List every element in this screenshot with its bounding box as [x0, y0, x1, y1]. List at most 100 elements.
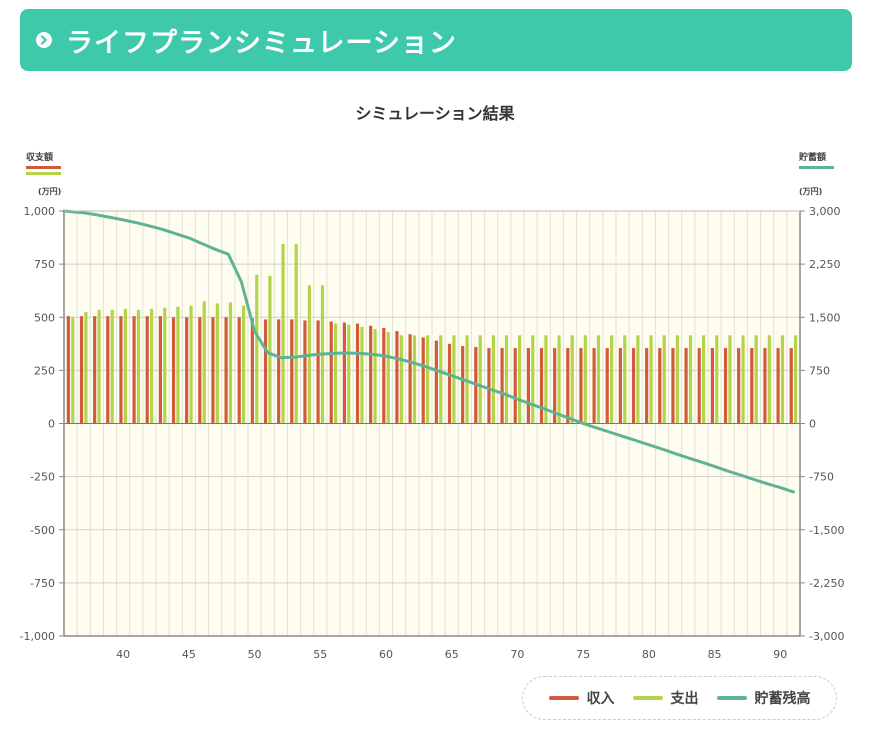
expense-bar: [97, 309, 101, 424]
expense-bar: [452, 335, 456, 424]
expense-bar: [189, 305, 193, 424]
chart-title: シミュレーション結果: [355, 104, 515, 123]
right-tick-label: -1,500: [809, 524, 844, 537]
income-bar: [198, 317, 202, 424]
right-tick-label: -3,000: [809, 630, 844, 643]
legend-savings-label: 貯蓄残高: [754, 691, 811, 707]
right-tick-label: 2,250: [809, 258, 841, 271]
savings-swatch: [799, 166, 834, 169]
income-bar: [408, 334, 412, 424]
income-bar: [526, 348, 530, 424]
income-bar: [395, 331, 399, 424]
left-tick-label: 250: [34, 364, 55, 377]
left-axis-label: 収支額: [26, 153, 54, 163]
income-bar: [763, 348, 767, 424]
left-tick-label: 0: [48, 418, 55, 431]
expense-bar: [780, 335, 785, 424]
expense-bar: [544, 335, 548, 424]
expense-bar: [215, 303, 219, 424]
expense-bar: [399, 335, 403, 424]
legend-income-label: 収入: [586, 691, 615, 707]
expense-bar: [531, 335, 535, 424]
right-tick-label: -750: [809, 471, 834, 484]
income-bar: [737, 348, 741, 424]
expense-bar: [412, 335, 417, 424]
income-bar: [382, 327, 386, 424]
expense-bar: [84, 311, 88, 424]
expense-bar: [715, 335, 719, 424]
income-bar: [119, 316, 123, 424]
legend-item-expense[interactable]: 支出: [632, 688, 699, 708]
income-bar: [224, 317, 228, 424]
x-tick-label: 50: [248, 648, 262, 661]
income-bar: [592, 348, 596, 424]
legend-income-line: [548, 696, 579, 700]
expense-bar: [386, 332, 390, 424]
legend-savings-line: [716, 696, 747, 700]
x-tick-label: 90: [773, 648, 787, 661]
expense-bar: [334, 323, 338, 424]
income-bar: [132, 316, 136, 424]
income-bar: [211, 317, 215, 424]
right-tick-label: -2,250: [809, 577, 844, 590]
expense-bar: [228, 302, 233, 424]
legend-item-income[interactable]: 収入: [548, 688, 615, 708]
expense-bar: [688, 335, 693, 424]
expense-bar: [268, 275, 272, 424]
income-bar: [158, 316, 162, 424]
expense-swatch: [26, 172, 61, 175]
income-bar: [658, 348, 662, 424]
income-bar: [277, 319, 281, 424]
income-bar: [645, 348, 649, 424]
income-bar: [250, 318, 254, 424]
left-tick-label: -750: [30, 577, 55, 590]
right-tick-label: 1,500: [809, 311, 841, 324]
expense-bar: [518, 335, 522, 424]
income-bar: [329, 321, 333, 424]
income-bar: [369, 325, 373, 424]
expense-bar: [150, 308, 154, 424]
right-tick-label: 3,000: [809, 205, 841, 218]
income-bar: [500, 348, 504, 424]
income-bar: [513, 348, 517, 424]
expense-bar: [557, 335, 561, 424]
x-tick-label: 85: [708, 648, 722, 661]
left-tick-label: 750: [34, 258, 55, 271]
x-tick-label: 60: [379, 648, 393, 661]
expense-bar: [610, 335, 614, 424]
expense-bar: [255, 274, 259, 424]
expense-bar: [202, 301, 206, 424]
expense-bar: [728, 335, 732, 424]
income-bar: [539, 348, 544, 424]
income-bar: [66, 316, 70, 424]
income-bar: [79, 316, 84, 424]
expense-bar: [163, 307, 167, 424]
income-bar: [723, 348, 728, 424]
income-bar: [421, 337, 425, 424]
income-bar: [145, 316, 149, 424]
income-bar: [566, 348, 570, 424]
expense-bar: [741, 335, 745, 424]
income-bar: [316, 320, 320, 424]
legend-item-savings[interactable]: 貯蓄残高: [716, 688, 811, 708]
left-tick-label: 500: [34, 311, 55, 324]
expense-bar: [636, 335, 640, 424]
income-bar: [684, 348, 688, 424]
income-swatch: [26, 166, 61, 169]
expense-bar: [136, 309, 141, 424]
expense-bar: [294, 243, 298, 424]
income-bar: [342, 322, 346, 424]
expense-bar: [439, 335, 443, 424]
expense-bar: [767, 335, 771, 424]
income-bar: [776, 348, 780, 424]
expense-bar: [794, 335, 798, 424]
expense-bar: [360, 326, 364, 424]
income-bar: [553, 348, 557, 424]
left-axis-unit: (万円): [38, 187, 62, 196]
income-bar: [487, 348, 491, 424]
income-bar: [750, 348, 754, 424]
expense-bar: [675, 335, 679, 424]
right-axis-label: 貯蓄額: [799, 153, 827, 163]
income-bar: [434, 340, 438, 424]
expense-bar: [176, 306, 180, 424]
